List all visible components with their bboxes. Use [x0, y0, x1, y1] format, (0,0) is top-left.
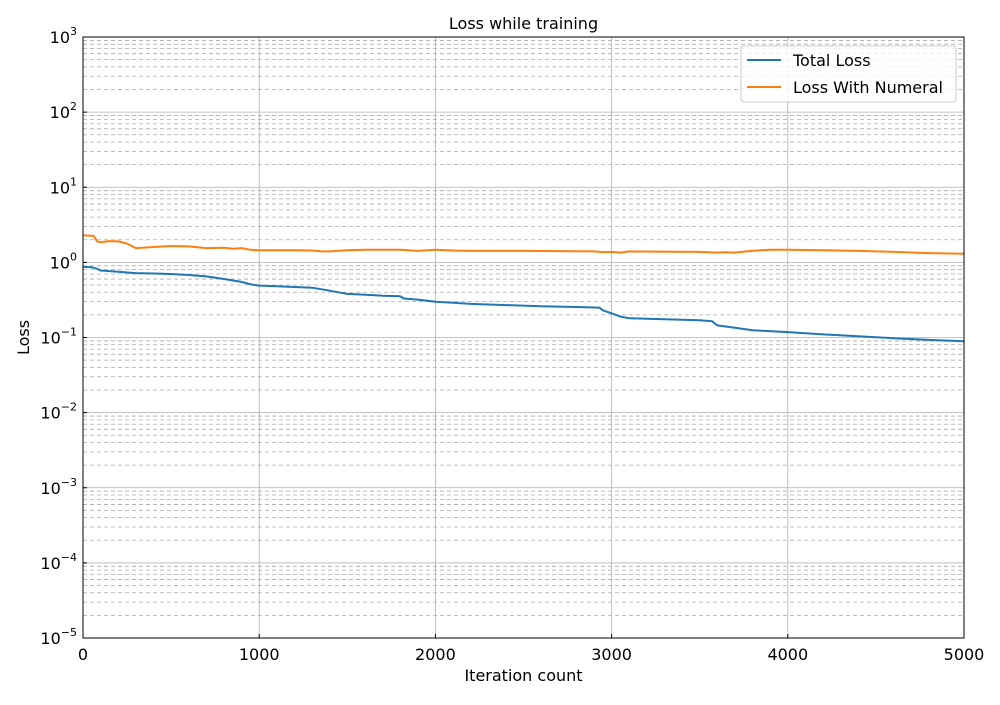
grid-layer	[82, 36, 965, 639]
y-tick-label: 103	[50, 25, 77, 47]
y-tick-label: 10−5	[40, 626, 77, 648]
series-line-total-loss	[82, 265, 965, 343]
y-tick-label: 10−1	[40, 326, 77, 348]
series-layer	[82, 234, 965, 343]
x-tick-label: 5000	[944, 645, 985, 664]
x-tick-label: 4000	[767, 645, 808, 664]
series-line-loss-with-numeral	[82, 234, 965, 255]
y-tick-label: 102	[50, 100, 77, 122]
x-tick-label: 1000	[239, 645, 280, 664]
y-axis-label: Loss	[14, 320, 33, 355]
y-tick-label: 101	[50, 175, 77, 197]
x-tick-label: 0	[78, 645, 88, 664]
legend-box	[740, 45, 957, 103]
x-tick-label: 3000	[591, 645, 632, 664]
x-tick-label: 2000	[415, 645, 456, 664]
y-tick-label: 100	[50, 250, 77, 272]
legend: Total Loss Loss With Numeral	[740, 45, 957, 103]
y-tick-label: 10−2	[40, 401, 77, 423]
chart-title: Loss while training	[449, 14, 598, 33]
y-tick-label: 10−3	[40, 476, 77, 498]
tick-layer: 0 1000 2000 3000 4000 5000 10−5 10−4 10−3 10−2 10−…	[40, 25, 984, 664]
x-axis-label: Iteration count	[464, 666, 582, 685]
legend-label-total-loss: Total Loss	[792, 51, 871, 70]
legend-label-loss-with-numeral: Loss With Numeral	[793, 78, 943, 97]
y-tick-label: 10−4	[40, 551, 77, 573]
